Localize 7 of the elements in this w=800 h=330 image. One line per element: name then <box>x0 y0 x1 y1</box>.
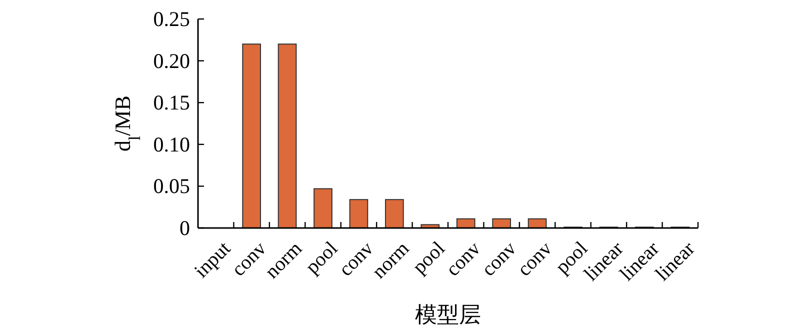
y-tick-label: 0.25 <box>153 7 190 31</box>
y-tick-label: 0.10 <box>153 132 190 156</box>
y-tick-label: 0 <box>180 216 190 240</box>
y-tick-label: 0.20 <box>153 48 190 73</box>
y-tick-label: 0.15 <box>153 90 190 115</box>
y-tick-label: 0.05 <box>153 174 190 198</box>
x-axis-title: 模型层 <box>415 302 481 327</box>
